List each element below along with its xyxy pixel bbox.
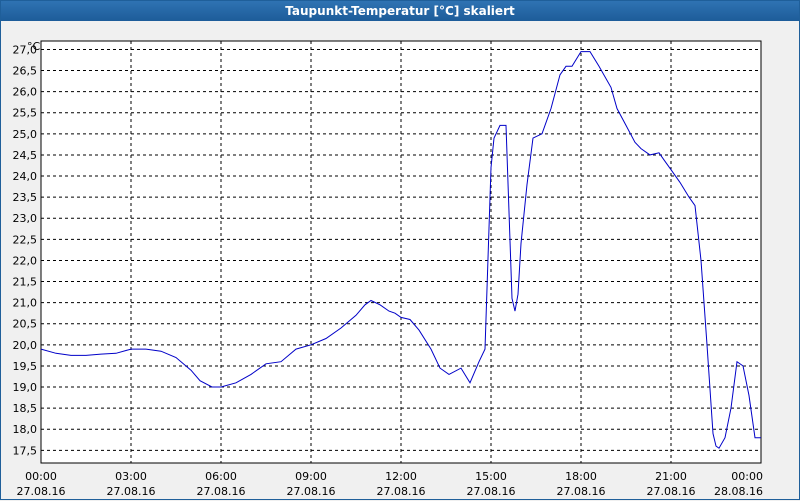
- dewpoint-series-line: [40, 51, 761, 449]
- y-tick-label: 23,0: [13, 212, 38, 225]
- y-tick-label: 23,5: [13, 191, 38, 204]
- x-axis-ticks: 00:00 27.08.16 03:00 27.08.16 06:00 27.08.16 0…: [17, 470, 763, 498]
- x-tick-date-label: 27.08.16: [197, 485, 246, 498]
- x-tick-time-label: 03:00: [115, 470, 147, 483]
- y-tick-label: 26,5: [13, 65, 38, 78]
- x-tick-time-label: 18:00: [565, 470, 597, 483]
- x-tick-date-label: 27.08.16: [287, 485, 336, 498]
- y-tick-label: 24,5: [13, 149, 38, 162]
- x-tick-date-label: 27.08.16: [107, 485, 156, 498]
- y-tick-label: 17,5: [13, 444, 38, 457]
- x-tick-date-label: 27.08.16: [647, 485, 696, 498]
- x-tick-time-label: 00:00: [731, 470, 763, 483]
- x-tick-time-label: 00:00: [25, 470, 57, 483]
- y-tick-label: 25,0: [13, 128, 38, 141]
- x-tick-date-label: 27.08.16: [557, 485, 606, 498]
- y-tick-label: 22,5: [13, 233, 38, 246]
- window-title: Taupunkt-Temperatur [°C] skaliert: [1, 1, 799, 21]
- y-tick-label: 19,0: [13, 381, 38, 394]
- y-tick-label: 21,0: [13, 297, 38, 310]
- x-tick-date-label: 28.08.16: [714, 485, 763, 498]
- x-tick-date-label: 27.08.16: [17, 485, 66, 498]
- x-tick-time-label: 15:00: [475, 470, 507, 483]
- y-axis-unit-label: °C: [27, 40, 41, 53]
- y-tick-label: 18,0: [13, 423, 38, 436]
- grid-lines: [41, 41, 761, 463]
- y-tick-label: 25,5: [13, 107, 38, 120]
- y-tick-label: 24,0: [13, 170, 38, 183]
- y-tick-label: 26,0: [13, 86, 38, 99]
- y-tick-label: 20,5: [13, 318, 38, 331]
- y-tick-label: 18,5: [13, 402, 38, 415]
- y-tick-label: 27,0: [13, 43, 38, 56]
- x-tick-time-label: 12:00: [385, 470, 417, 483]
- x-tick-time-label: 21:00: [655, 470, 687, 483]
- y-tick-label: 19,5: [13, 360, 38, 373]
- y-tick-label: 20,0: [13, 339, 38, 352]
- y-tick-label: 21,5: [13, 276, 38, 289]
- y-tick-label: 22,0: [13, 254, 38, 267]
- x-tick-time-label: 09:00: [295, 470, 327, 483]
- x-tick-date-label: 27.08.16: [377, 485, 426, 498]
- x-tick-date-label: 27.08.16: [467, 485, 516, 498]
- x-tick-time-label: 06:00: [205, 470, 237, 483]
- y-axis-ticks: 17,5 18,0 18,5 19,0 19,5 20,0 20,5 21,0 21,5 22,0…: [13, 43, 38, 457]
